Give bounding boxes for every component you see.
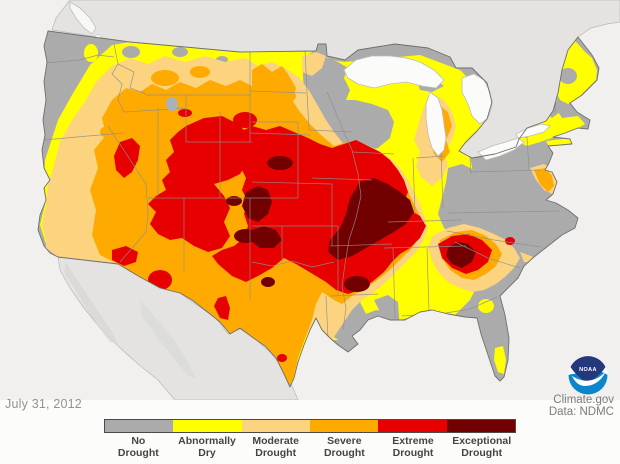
source-data: Data: NDMC (548, 406, 614, 418)
legend-label-moderate: Moderate Drought (252, 435, 300, 459)
great-lakes (343, 55, 551, 161)
sierra-ridge (140, 300, 196, 378)
us-coastline (37, 30, 600, 388)
lake-michigan (425, 91, 447, 157)
drought-map-svg: NOAA (0, 0, 620, 400)
state-borders (43, 43, 561, 339)
map-date: July 31, 2012 (5, 397, 82, 411)
legend-swatch-abnormally-dry (173, 420, 242, 432)
great-salt-lake (166, 97, 178, 111)
drought-yellow-pockets (478, 138, 573, 374)
legend-swatch-exceptional (446, 420, 515, 432)
noaa-logo-text: NOAA (579, 367, 597, 373)
noaa-shield (570, 356, 606, 384)
us-drought-map: NOAA (0, 0, 620, 400)
source-site: Climate.gov (553, 394, 614, 406)
drought-legend: No Drought Abnormally Dry Moderate Drought … (104, 419, 516, 459)
baja-ridge (64, 262, 118, 344)
noaa-logo: NOAA (568, 355, 608, 395)
lake-superior (343, 55, 445, 89)
source-credits: Climate.gov Data: NDMC (549, 394, 614, 418)
lake-huron (461, 73, 493, 125)
legend-swatch-no-drought (105, 420, 174, 432)
legend-labels: No Drought Abnormally Dry Moderate Drought … (104, 435, 516, 459)
legend-label-no-drought: No Drought (117, 435, 159, 459)
mexico-landmass (57, 256, 299, 400)
legend-swatch-extreme (378, 420, 447, 432)
legend-swatch-severe (309, 420, 379, 432)
legend-color-bar (104, 419, 516, 433)
legend-label-abnormally-dry: Abnormally Dry (178, 435, 236, 459)
vancouver-island (69, 1, 97, 35)
legend-label-exceptional: Exceptional Drought (452, 435, 512, 459)
drought-layer-extreme (112, 109, 515, 362)
noaa-bird (572, 370, 606, 386)
legend-label-severe: Severe Drought (323, 435, 365, 459)
legend-swatch-moderate (241, 420, 310, 432)
legend-label-extreme: Extreme Drought (392, 435, 434, 459)
